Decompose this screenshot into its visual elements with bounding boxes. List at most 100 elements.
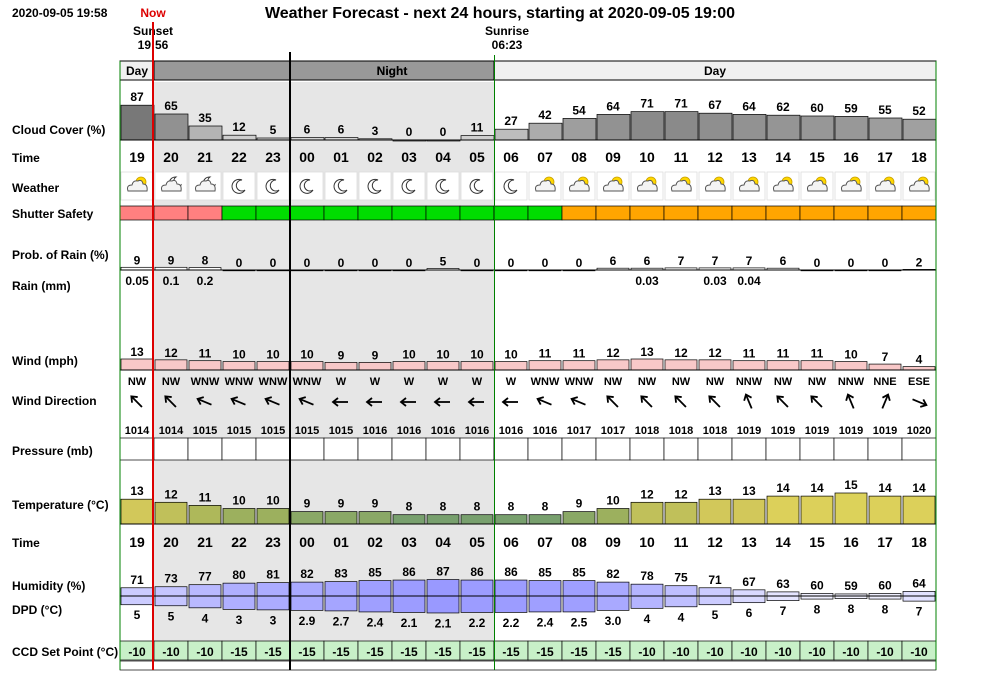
cloud-value: 52 [912,104,926,118]
wind-value: 12 [674,346,688,360]
shutter-cell [323,205,359,221]
shutter-cell [459,205,495,221]
wind-arrow-icon [130,395,143,408]
humidity-value: 60 [810,578,824,592]
wind-bar [868,363,902,371]
time-label: 20 [163,534,179,550]
wind-arrow-icon [881,393,891,409]
cloud-shape [569,179,590,192]
weather-cell [494,171,528,201]
wind-arrow-icon [365,397,382,407]
shutter-cell [221,205,257,221]
time-label: 16 [843,534,859,550]
sunrise-time: 06:23 [492,38,523,52]
temperature-bar [868,495,902,525]
pressure-cell [561,437,597,461]
wind-arrow-icon [467,397,484,407]
cloud-value: 55 [878,103,892,117]
pressure-value: 1019 [839,425,863,437]
moon-shape [231,178,246,194]
time-label: 15 [809,149,825,165]
time-label: 04 [435,534,451,550]
wind-arrow-icon [640,395,653,408]
ccd-value: -10 [774,645,792,659]
moon-icon [333,178,348,194]
row-label-wind: Wind (mph) [12,354,78,368]
pressure-cell [425,437,461,461]
row-label-pressure: Pressure (mb) [12,444,93,458]
dpd-value: 7 [780,604,787,618]
wind-bar [256,361,290,371]
rain-value: 0.04 [737,274,761,288]
partly-cloudy-sun-icon [841,176,862,192]
pressure-value: 1015 [193,425,217,437]
arrow-head [399,397,407,407]
shutter-cell [255,205,291,221]
wind-arrow-icon [196,396,212,406]
temperature-value: 8 [508,500,515,514]
wind-direction-label: WNW [565,376,594,388]
time-label: 04 [435,149,451,165]
cloud-value: 60 [810,101,824,115]
wind-bar [392,361,426,371]
rain-prob-value: 0 [474,256,481,270]
weather-cell [290,171,324,201]
time-label: 11 [674,534,689,550]
humidity-value: 86 [504,565,518,579]
pressure-cell [255,437,291,461]
wind-direction-label: NW [808,376,827,388]
wind-direction-label: W [336,376,347,388]
ccd-value: -15 [468,645,486,659]
wind-direction-label: W [438,376,449,388]
humidity-value: 75 [674,571,688,585]
arrow-shaft [198,398,212,406]
rain-prob-value: 9 [134,253,141,267]
time-label: 10 [639,149,655,165]
wind-direction-label: W [506,376,517,388]
cloud-value: 64 [742,99,756,113]
temperature-bar [698,498,732,525]
cloud-bar [766,114,801,141]
wind-bar [120,358,154,371]
cloud-value: 27 [504,114,518,128]
time-label: 22 [231,149,247,165]
time-label: 23 [265,149,281,165]
time-label: 23 [265,534,281,550]
arrow-head [570,396,579,405]
rain-prob-value: 0 [270,256,277,270]
ccd-value: -10 [842,645,860,659]
arrow-head [164,395,172,403]
pressure-value: 1019 [805,425,829,437]
temperature-bar [494,514,528,525]
wind-bar [154,359,188,371]
dpd-value: 2.5 [571,615,588,629]
time-label: 22 [231,534,247,550]
row-label-rain: Rain (mm) [12,279,71,293]
shutter-cell [765,205,801,221]
row-label-rain-prob: Prob. of Rain (%) [12,248,109,262]
ccd-value: -10 [910,645,928,659]
shutter-cell [629,205,665,221]
wind-bar [358,362,392,371]
now-label: Now [140,6,166,20]
temperature-bar [800,495,834,525]
cloud-value: 67 [708,98,722,112]
cloud-value: 64 [606,99,620,113]
ccd-value: -15 [570,645,588,659]
row-label-wind-dir: Wind Direction [12,394,97,408]
rain-prob-value: 9 [168,253,175,267]
temperature-bar [766,495,800,525]
humidity-value: 59 [844,579,858,593]
humidity-value: 73 [164,572,178,586]
cloud-shape [909,179,930,192]
humidity-value: 86 [402,565,416,579]
rain-prob-value: 0 [508,256,515,270]
pressure-value: 1016 [465,425,489,437]
dpd-value: 2.1 [435,616,452,630]
arrow-shaft [777,396,789,408]
time-label: 05 [469,149,485,165]
cloud-value: 54 [572,103,586,117]
rain-prob-value: 0 [372,256,379,270]
humidity-value: 85 [538,566,552,580]
arrow-head [130,395,138,403]
